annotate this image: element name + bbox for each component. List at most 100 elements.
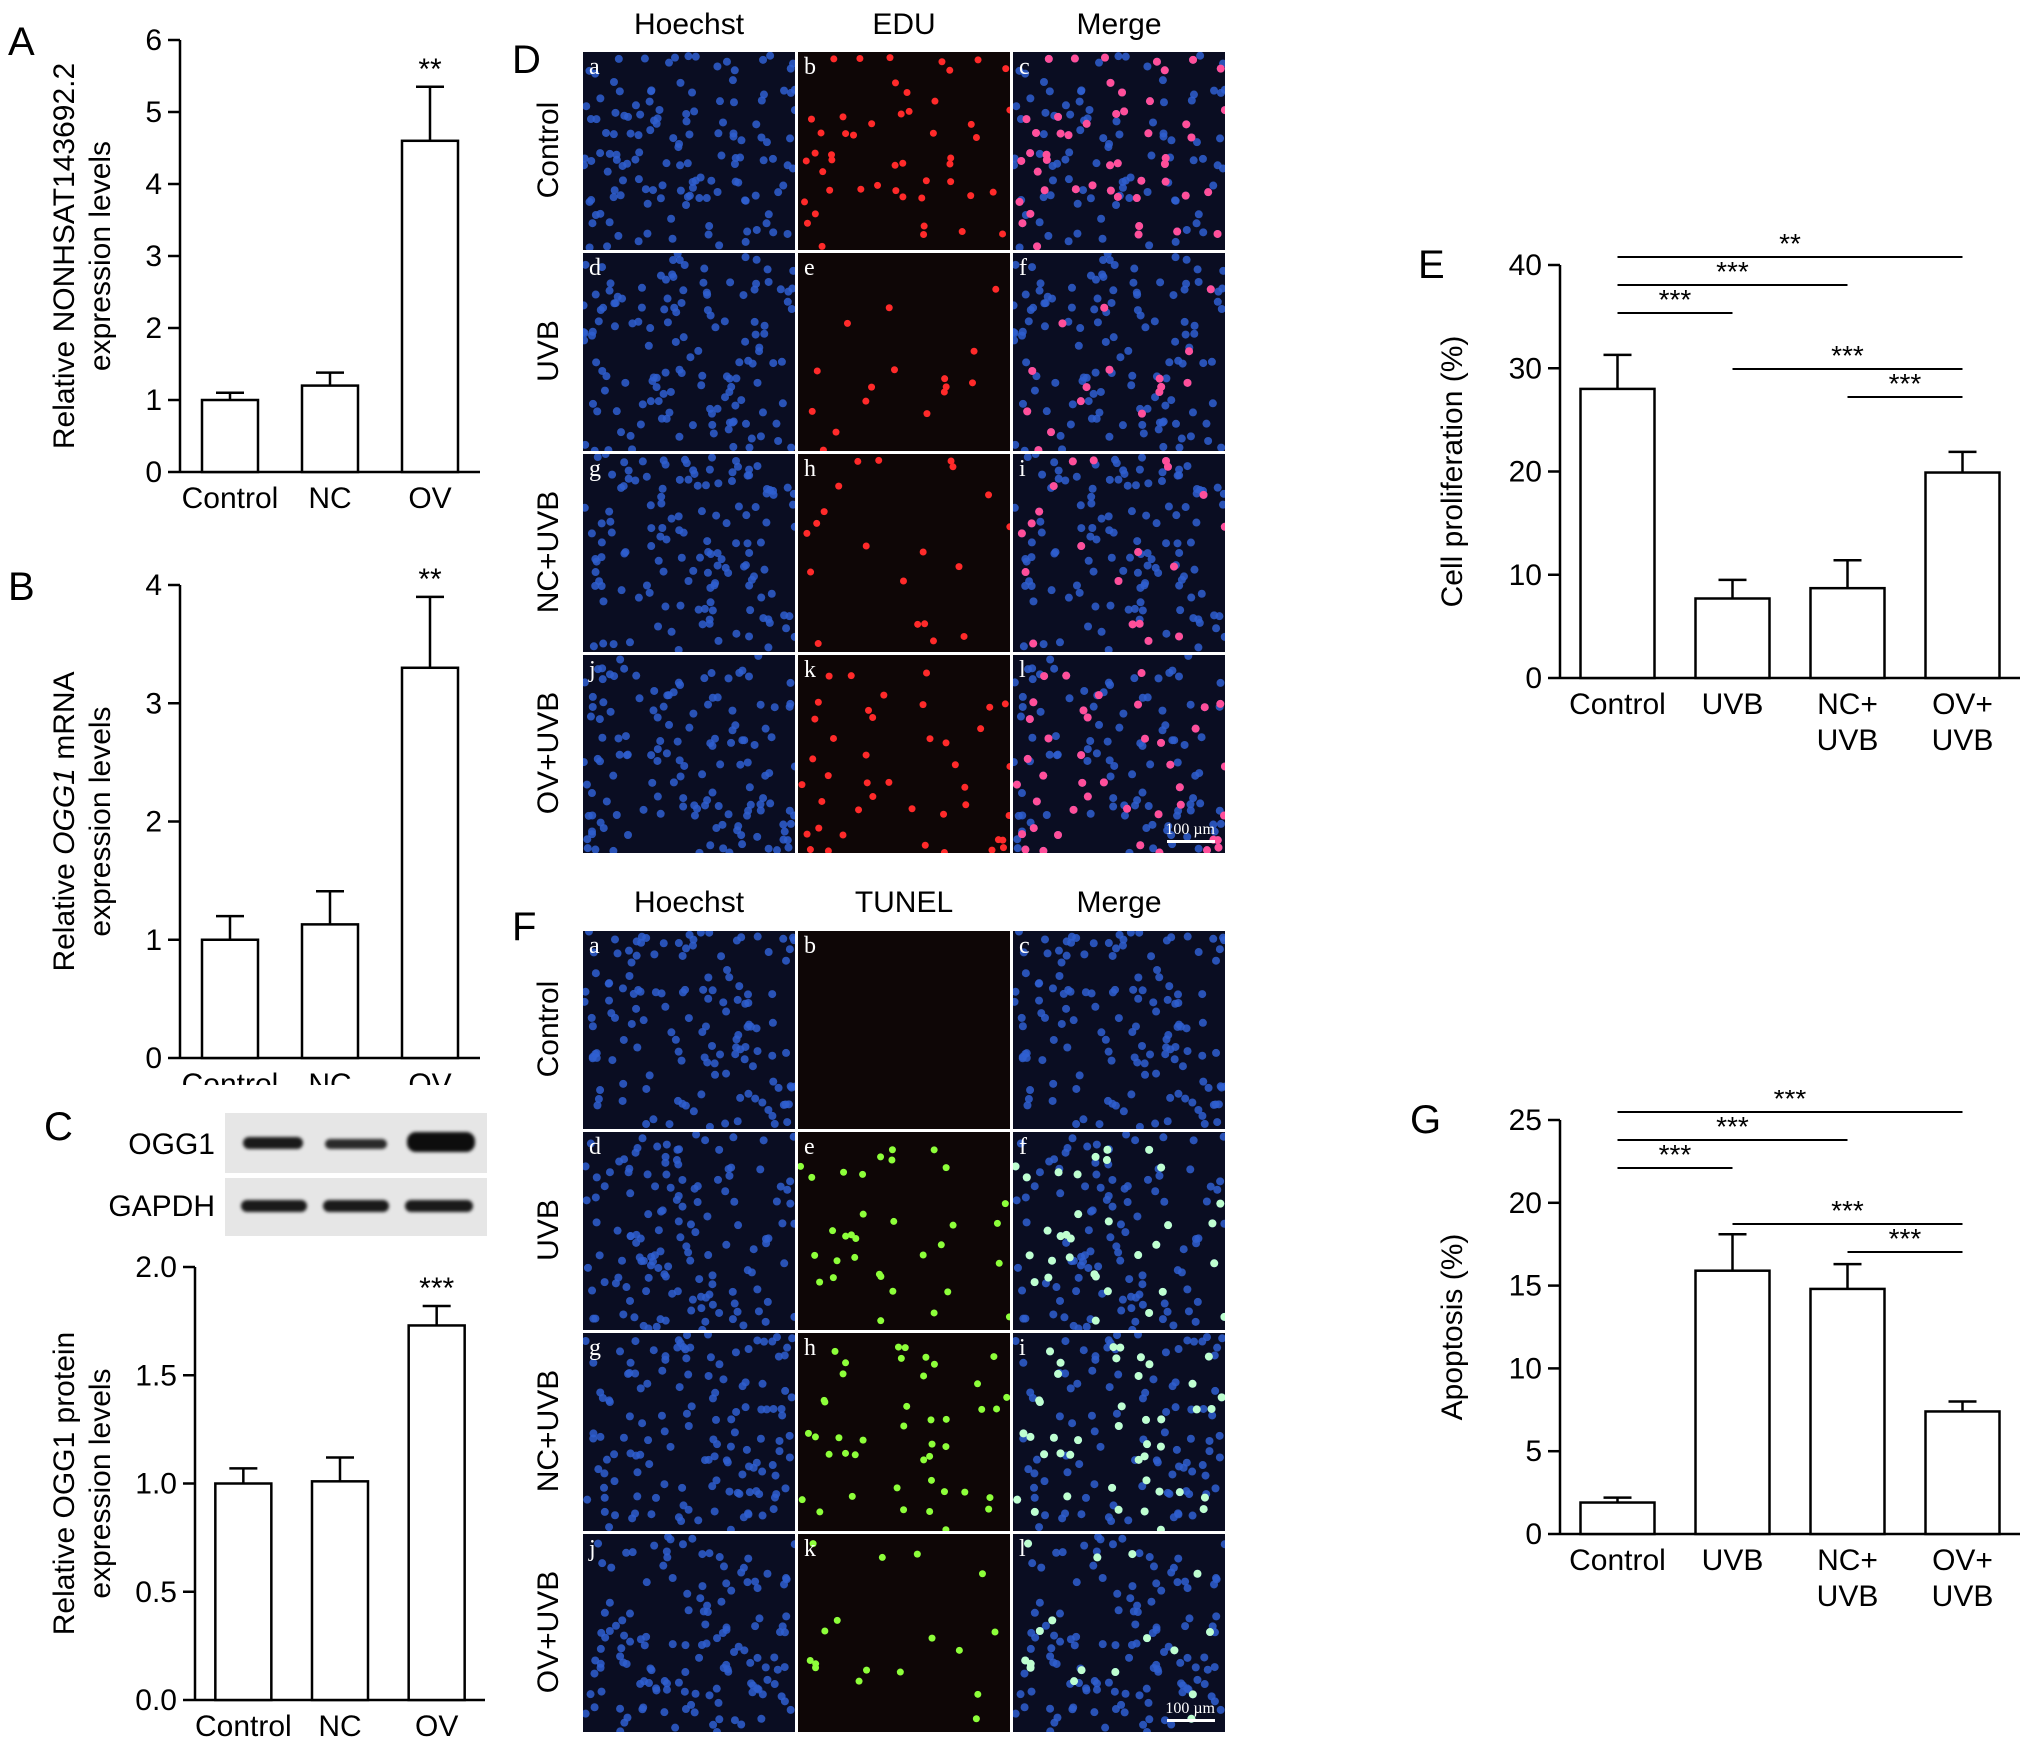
panel-sub-letter: b [804,54,816,80]
y-tick-label: 40 [1509,249,1542,282]
cell-dots [583,1132,795,1330]
comparison-stars: *** [1659,284,1692,315]
cell-dots [583,52,795,250]
panel-sub-letter: h [804,456,816,482]
x-tick-label: UVB [1702,1544,1764,1577]
x-tick-label: Control [182,1068,279,1085]
y-tick-label: 0 [145,1042,162,1075]
micrograph-panel: a [583,931,795,1129]
significance-label: *** [419,1272,454,1305]
cell-dots [801,54,1010,250]
bar [200,938,260,1060]
cell-dots [583,1534,795,1732]
panel-sub-letter: f [1019,255,1027,281]
blot-band [241,1200,307,1212]
column-header: Hoechst [633,886,745,919]
y-tick-label: 3 [145,687,162,720]
bar [1694,597,1771,680]
y-tick-label: 4 [145,168,162,201]
comparison-stars: *** [1716,256,1749,287]
cell-dots [798,931,1010,1129]
micrograph-panel: l 100 µm [1013,655,1225,853]
row-header: UVB [532,1199,565,1261]
row-header: NC+UVB [532,1369,565,1493]
column-header: EDU [872,8,936,41]
cell-dots [583,454,795,652]
row-header: OV+UVB [532,1570,565,1694]
micrograph-panel: h [798,1333,1010,1531]
micrograph-panel: b [798,52,1010,250]
y-axis-label: Cell proliferation (%) [1436,336,1469,608]
x-tick-label: OV [408,1068,451,1085]
y-tick-label: 1.0 [135,1468,177,1501]
y-tick-label: 1 [145,924,162,957]
y-tick-label: 20 [1509,456,1542,489]
comparison-stars: *** [1659,1139,1692,1170]
micrograph-panel: k [798,1534,1010,1732]
micrograph-panel: k [798,655,1010,853]
cell-dots [1013,454,1225,652]
cell-dots [583,1333,795,1531]
micrograph-panel: f [1013,253,1225,451]
row-header: OV+UVB [532,691,565,815]
cell-dots [798,1146,1010,1325]
x-tick-label: OV+ [1932,688,1993,721]
comparison-stars: *** [1889,1223,1922,1254]
y-axis-label: expression levels [84,706,117,936]
y-tick-label: 2 [145,806,162,839]
row-header: Control [532,101,565,199]
bar [1809,586,1886,680]
micrograph-panel: i [1013,454,1225,652]
panel-letter-e: E [1418,243,1445,287]
panel-sub-letter: g [589,1335,601,1361]
cell-dots [803,456,1010,648]
y-tick-label: 5 [145,96,162,129]
cell-dots [583,253,795,451]
chart-e: 0 10 20 30 40 Cell proliferation (%) Control UV… [1436,230,2020,757]
micrograph-panel: g [583,1333,795,1531]
row-header: UVB [532,320,565,382]
y-tick-label: 0.0 [135,1684,177,1717]
x-tick-label: OV [415,1710,458,1743]
panel-sub-letter: i [1019,1335,1026,1361]
y-tick-label: 0 [1525,1518,1542,1551]
y-axis-label: Relative OGG1 mRNA [48,671,81,971]
row-header: Control [532,980,565,1078]
panel-sub-letter: c [1019,933,1030,959]
x-tick-label: Control [182,482,279,515]
panel-sub-letter: d [589,1134,601,1160]
micrograph-panel: h [798,454,1010,652]
y-tick-label: 20 [1509,1187,1542,1220]
micrograph-panel: c [1013,931,1225,1129]
y-axis-label: expression levels [84,141,117,371]
panel-sub-letter: e [804,255,815,281]
column-header: Merge [1076,886,1162,919]
panel-sub-letter: a [589,54,600,80]
cell-dots [798,669,1010,853]
scale-bar-label: 100 µm [1165,821,1215,838]
cell-dots [1013,253,1225,451]
comparison-stars: ** [1779,230,1801,259]
y-tick-label: 6 [145,24,162,57]
bar [200,398,260,474]
panel-letter-f: F [512,905,537,949]
bar [300,923,360,1060]
y-axis-label: Relative NONHSAT143692.2 [48,63,81,449]
scale-bar [1167,840,1215,843]
panel-sub-letter: l [1019,1536,1026,1562]
chart-a: 0 1 2 3 4 5 6 Relative NONHSAT143692.2 expressio… [48,24,480,515]
y-tick-label: 15 [1509,1270,1542,1303]
blot-band [407,1132,475,1152]
y-tick-label: 4 [145,569,162,602]
panel-letter-d: D [512,38,541,82]
panel-letter-c: C [44,1105,73,1149]
panel-letter-g: G [1410,1098,1442,1142]
significance-label: ** [418,563,442,596]
bar [1579,1501,1656,1536]
x-tick-label: NC+ [1817,688,1878,721]
micrograph-panel: j [583,1534,795,1732]
panel-sub-letter: a [589,933,600,959]
micrograph-panel: g [583,454,795,652]
cell-dots [1013,1333,1225,1531]
